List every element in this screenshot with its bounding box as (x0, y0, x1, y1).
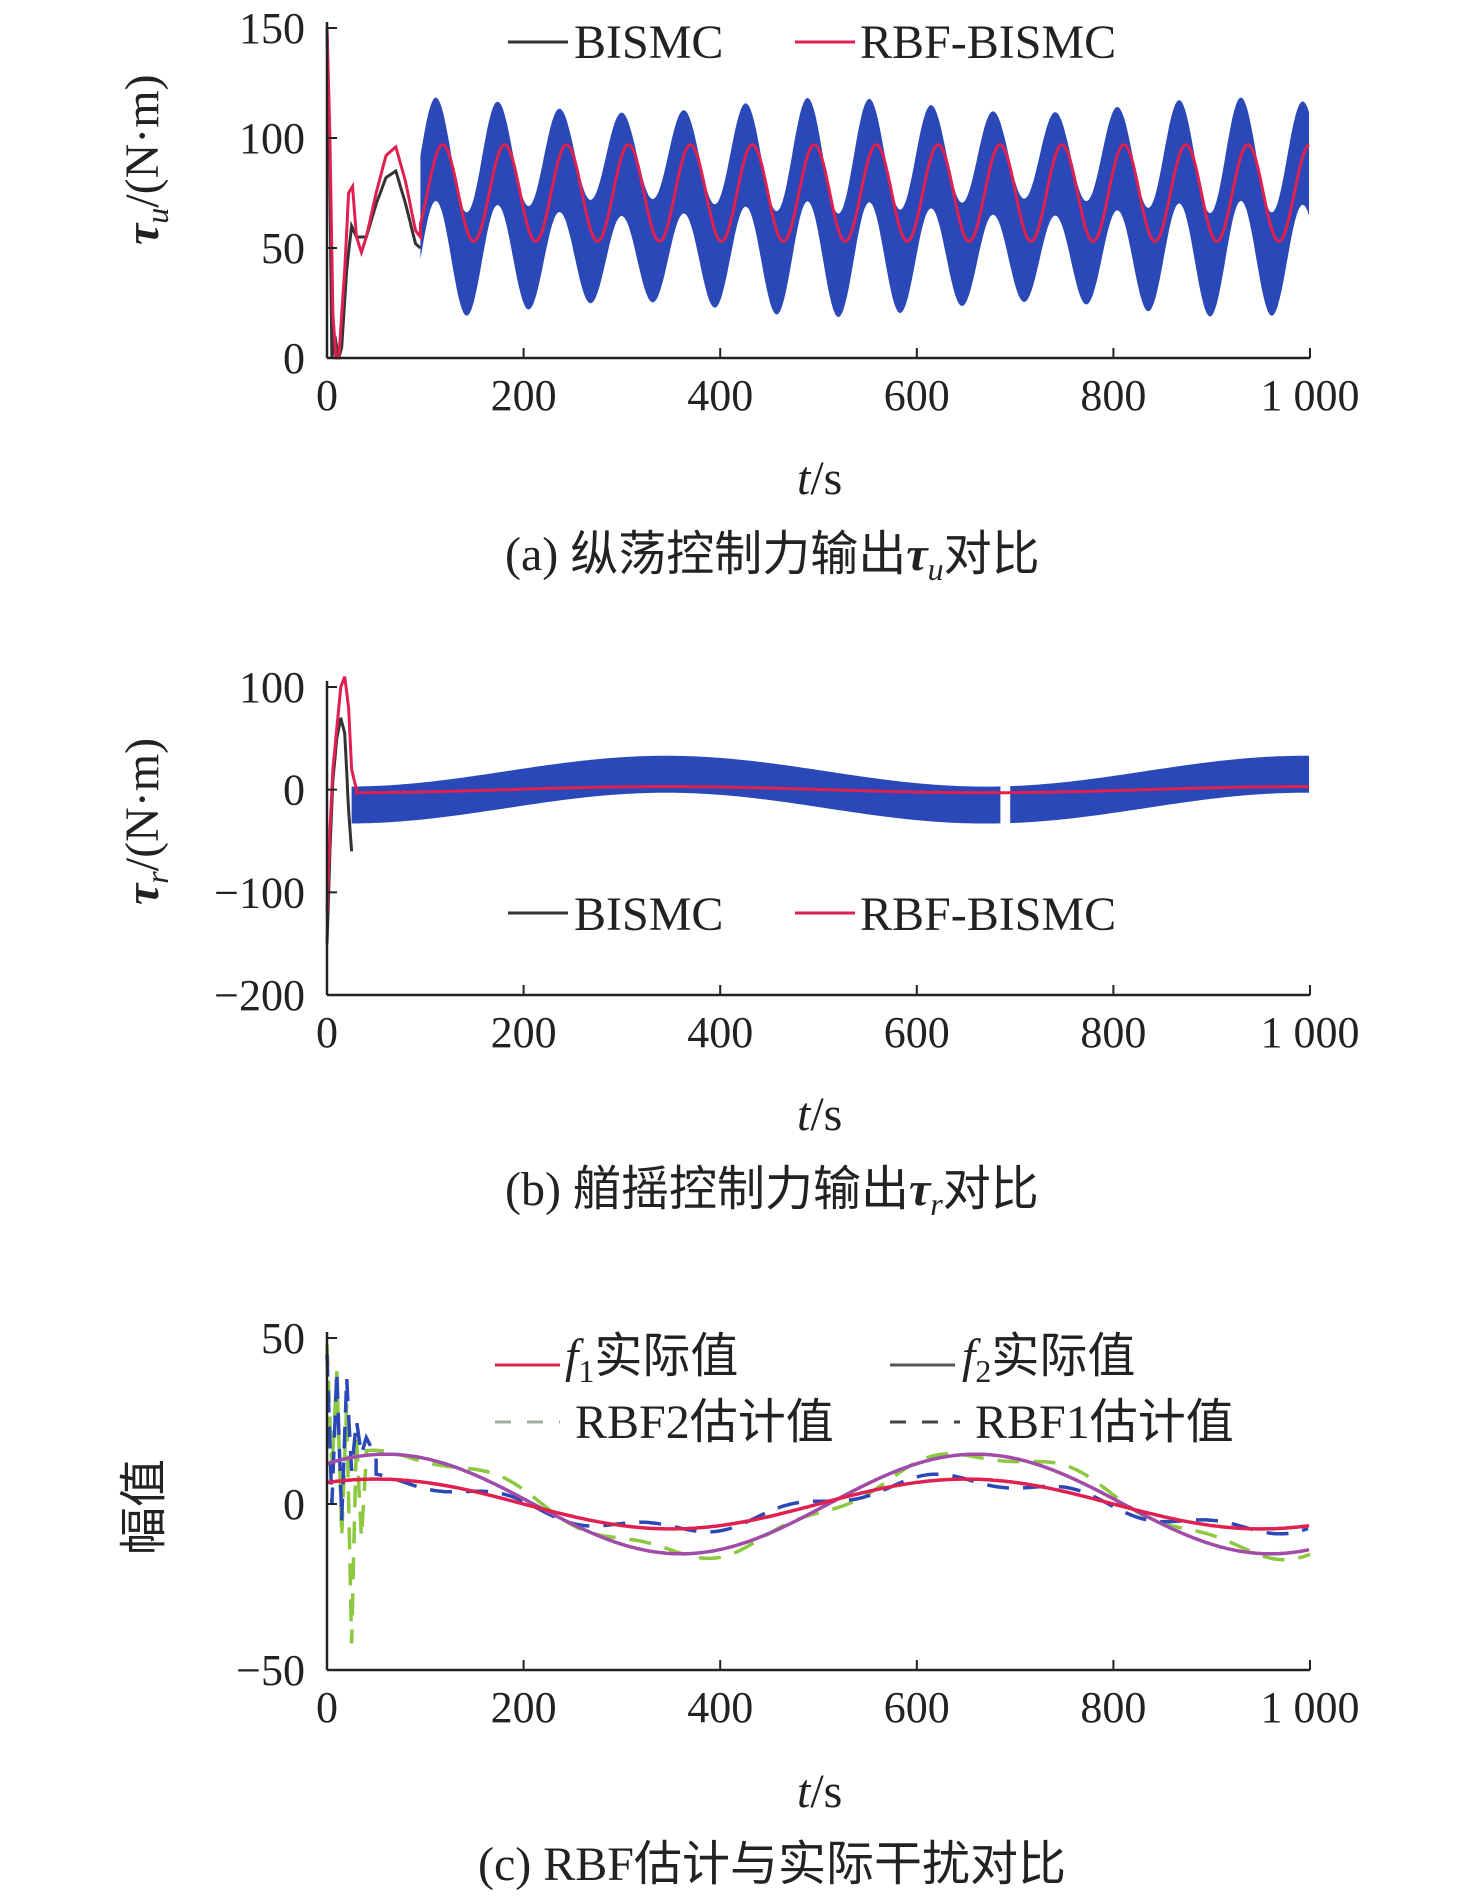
legend-b: BISMC RBF-BISMC (508, 888, 1116, 941)
x-tick-label: 200 (491, 371, 557, 420)
y-axis-label-b: τr/(N·m) (116, 738, 175, 905)
x-tick-label: 800 (1080, 1683, 1146, 1732)
x-tick-labels-c: 0 200 400 600 800 1 000 (316, 1683, 1360, 1732)
x-label-c-var: t (797, 1765, 812, 1818)
caption-b-prefix: (b) 艏摇控制力输出 (505, 1163, 909, 1216)
y-tick-label: 0 (283, 1480, 305, 1529)
plot-area-b (325, 676, 1309, 944)
y-tick-label: 0 (283, 334, 305, 383)
axes-a (325, 22, 1311, 360)
y-axis-label-a: τu/(N·m) (116, 74, 175, 245)
plot-area-c (325, 1344, 1311, 1644)
y-tick-labels-c: −50 0 50 (236, 1314, 305, 1695)
legend-b-bismc-label: BISMC (574, 888, 723, 941)
y-tick-label: −200 (214, 971, 305, 1020)
y-tick-label: −100 (214, 868, 305, 917)
y-tick-label: 50 (261, 224, 305, 273)
x-tick-label: 600 (884, 1008, 950, 1057)
x-axis-label-b: t/s (797, 1088, 842, 1141)
caption-a-sub: u (928, 551, 944, 587)
legend-c-f2-suffix: 实际值 (991, 1330, 1135, 1383)
x-tick-label: 1 000 (1261, 1683, 1360, 1732)
x-tick-labels-b: 0 200 400 600 800 1 000 (316, 1008, 1360, 1057)
y-tick-labels-a: 0 50 100 150 (239, 4, 305, 383)
x-tick-label: 400 (687, 371, 753, 420)
caption-a-suffix: 对比 (944, 528, 1040, 581)
x-label-c-unit: /s (810, 1765, 842, 1818)
x-axis-label-c: t/s (797, 1765, 842, 1818)
caption-b-sub: r (930, 1186, 943, 1222)
x-axis-label-a: t/s (797, 452, 842, 505)
legend-c-f2-label: f2实际值 (962, 1330, 1135, 1389)
caption-a: (a) 纵荡控制力输出τu对比 (505, 528, 1040, 587)
bismc-band-a (420, 97, 1309, 317)
x-tick-label: 1 000 (1261, 1008, 1360, 1057)
x-tick-label: 200 (491, 1008, 557, 1057)
x-tick-label: 0 (316, 1683, 338, 1732)
y-label-b-unit: /(N·m) (116, 738, 169, 871)
y-label-b-symbol: τ (116, 882, 169, 905)
rbf-bismc-line-b (325, 676, 1309, 913)
rbf2-estimate-line (325, 1344, 1311, 1644)
axes-c (325, 1332, 1311, 1672)
x-tick-label: 400 (687, 1683, 753, 1732)
x-label-b-unit: /s (810, 1088, 842, 1141)
caption-b: (b) 艏摇控制力输出τr对比 (505, 1163, 1039, 1222)
legend-a: BISMC RBF-BISMC (508, 16, 1116, 69)
y-tick-label: 100 (239, 114, 305, 163)
legend-b-rbf-label: RBF-BISMC (860, 888, 1116, 941)
axes-b (325, 681, 1311, 997)
caption-a-prefix: (a) 纵荡控制力输出 (505, 528, 906, 581)
y-tick-label: 100 (239, 663, 305, 712)
y-label-a-sub: u (139, 208, 175, 224)
x-label-a-var: t (797, 452, 812, 505)
legend-c-f2-sub: 2 (975, 1353, 991, 1389)
y-tick-label: −50 (236, 1646, 305, 1695)
caption-c: (c) RBF估计与实际干扰对比 (478, 1838, 1066, 1891)
legend-c-f1-label: f1实际值 (565, 1330, 738, 1389)
legend-c: f1实际值 f2实际值 RBF2估计值 RBF1估计值 (495, 1330, 1234, 1449)
y-label-a-symbol: τ (116, 222, 169, 245)
x-tick-label: 0 (316, 371, 338, 420)
y-tick-label: 150 (239, 4, 305, 53)
x-tick-label: 200 (491, 1683, 557, 1732)
x-label-a-unit: /s (810, 452, 842, 505)
x-tick-label: 800 (1080, 1008, 1146, 1057)
y-axis-label-c: 幅值 (118, 1459, 171, 1555)
panel-a: 0 200 400 600 800 1 000 0 50 100 150 BISMC RBF-B… (116, 4, 1360, 587)
x-tick-label: 1 000 (1261, 371, 1360, 420)
bismc-band-b-1 (351, 755, 1001, 824)
caption-b-suffix: 对比 (943, 1163, 1039, 1216)
caption-a-symbol: τ (906, 528, 929, 581)
legend-c-rbf2-label: RBF2估计值 (575, 1396, 834, 1449)
legend-a-rbf-label: RBF-BISMC (860, 16, 1116, 69)
y-tick-label: 50 (261, 1314, 305, 1363)
x-tick-label: 600 (884, 1683, 950, 1732)
legend-c-f1-suffix: 实际值 (594, 1330, 738, 1383)
x-label-b-var: t (797, 1088, 812, 1141)
x-tick-label: 800 (1080, 371, 1146, 420)
f1-actual-line (326, 1477, 1310, 1531)
y-tick-label: 0 (283, 766, 305, 815)
plot-area-a (325, 27, 1311, 360)
y-label-a-unit: /(N·m) (116, 74, 169, 207)
y-tick-labels-b: −200 −100 0 100 (214, 663, 305, 1020)
rbf-bismc-line-a (325, 27, 1311, 360)
f2-actual-line (326, 1452, 1310, 1556)
x-tick-label: 600 (884, 371, 950, 420)
x-tick-label: 400 (687, 1008, 753, 1057)
x-tick-label: 0 (316, 1008, 338, 1057)
x-tick-labels-a: 0 200 400 600 800 1 000 (316, 371, 1360, 420)
legend-c-f1-sub: 1 (578, 1353, 594, 1389)
legend-a-bismc-label: BISMC (574, 16, 723, 69)
bismc-line-a (325, 27, 422, 359)
y-label-b-sub: r (139, 871, 175, 884)
legend-c-rbf1-label: RBF1估计值 (975, 1396, 1234, 1449)
caption-b-symbol: τ (909, 1163, 932, 1216)
